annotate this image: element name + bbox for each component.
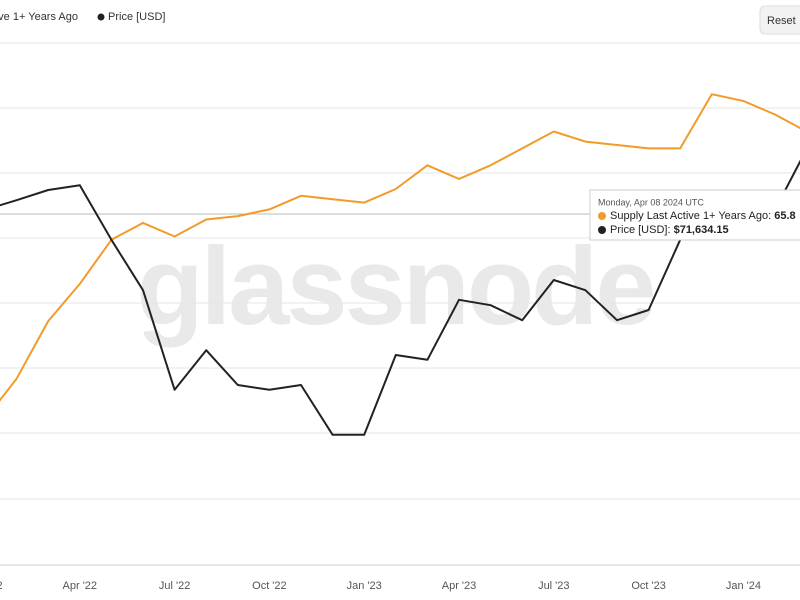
tooltip-label: Price [USD]: (610, 224, 671, 236)
x-tick-label: Oct '22 (252, 580, 287, 592)
tooltip-marker (598, 226, 606, 234)
x-tick-label: Jan '24 (726, 580, 761, 592)
series-line (0, 93, 800, 402)
x-tick-label: Oct '23 (631, 580, 666, 592)
tooltip-row: Price [USD]: $71,634.15 (610, 224, 729, 236)
legend-label: Supply Last Active 1+ Years Ago (0, 11, 78, 23)
series-line (0, 159, 800, 436)
tooltip-marker (598, 212, 606, 220)
watermark: glassnode (136, 225, 653, 348)
button-label[interactable]: Reset (767, 15, 796, 27)
legend-marker (97, 13, 105, 21)
x-tick-label: Jan '23 (347, 580, 382, 592)
legend-label: Price [USD] (108, 11, 165, 23)
tooltip-row: Supply Last Active 1+ Years Ago: 65.8 (610, 210, 796, 222)
reset-button[interactable]: Reset (759, 5, 800, 35)
x-tick-label: Apr '23 (442, 580, 477, 592)
tooltip-label: Supply Last Active 1+ Years Ago: (610, 210, 771, 222)
plot (0, 93, 800, 436)
x-tick-label: Apr '22 (63, 580, 98, 592)
tooltip-value: $71,634.15 (674, 224, 729, 236)
button-bg[interactable] (759, 5, 800, 35)
legend: Supply Last Active 1+ Years Ago Price [U… (0, 11, 165, 23)
x-tick-label: Jul '22 (159, 580, 190, 592)
x-tick-label: Jan '22 (0, 580, 3, 592)
x-tick-label: Jul '23 (538, 580, 569, 592)
tooltip-value: 65.8 (774, 210, 795, 222)
tooltip: Monday, Apr 08 2024 UTC Supply Last Acti… (589, 189, 800, 241)
tooltip-box (589, 189, 800, 241)
tooltip-date: Monday, Apr 08 2024 UTC (598, 197, 704, 207)
